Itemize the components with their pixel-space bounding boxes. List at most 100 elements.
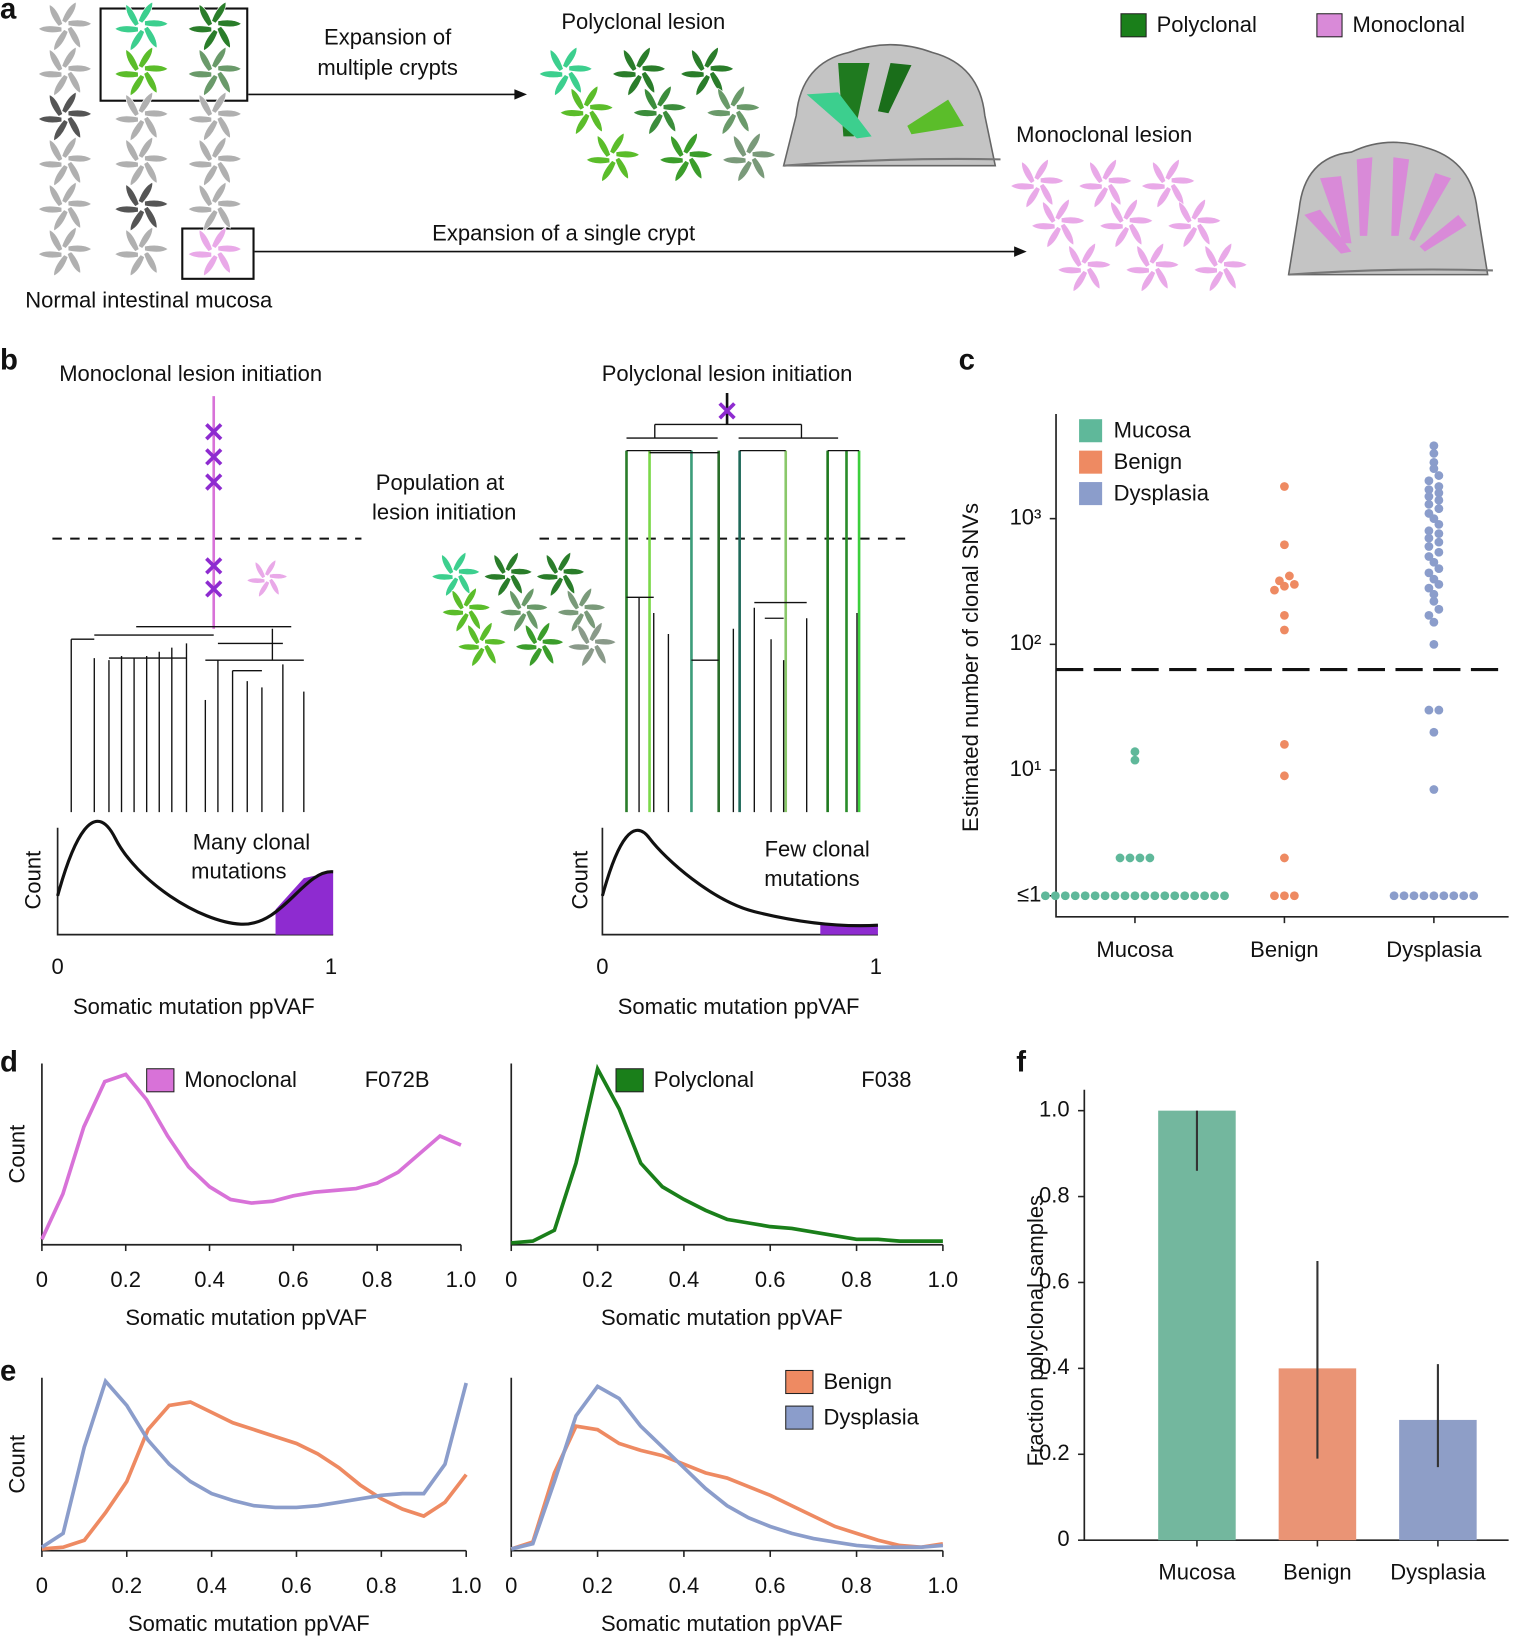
- label: Monoclonal lesion initiation: [59, 361, 322, 386]
- x-tick-label: 0: [36, 1573, 48, 1598]
- crypt-petal: [1068, 245, 1083, 268]
- crypt-petal: [216, 206, 231, 229]
- crypt-petal: [751, 156, 765, 180]
- crypt-petal: [557, 551, 571, 572]
- crypt-center: [730, 106, 737, 114]
- crypt-petal: [563, 568, 586, 576]
- crypt-petal: [526, 603, 549, 611]
- crypt-petal: [1030, 222, 1056, 230]
- point: [1434, 519, 1444, 529]
- crypt-center: [505, 571, 512, 578]
- crypt-petal: [662, 103, 688, 111]
- point: [1424, 542, 1434, 551]
- crypt-icon: [114, 46, 169, 97]
- selection-box: [99, 7, 249, 102]
- y-tick-label: 1.0: [1039, 1096, 1070, 1121]
- label: Expansion of: [324, 25, 452, 50]
- crypt-petal: [1155, 260, 1180, 269]
- crypt-petal: [596, 135, 611, 158]
- point: [1429, 891, 1439, 901]
- crypt-icon: [535, 551, 586, 597]
- y-axis-label: Count: [5, 1435, 30, 1494]
- crypt-petal: [514, 643, 538, 651]
- crypt-icon: [483, 551, 533, 597]
- density-curve: [40, 1072, 462, 1241]
- crypt-petal: [144, 199, 169, 208]
- legend-label: Mucosa: [1114, 418, 1192, 443]
- crypt-petal: [53, 74, 69, 97]
- panel-label: c: [959, 343, 975, 376]
- crypt-petal: [217, 199, 242, 208]
- crypt-petal: [1140, 182, 1166, 191]
- point: [1115, 853, 1125, 863]
- crypt-petal: [529, 646, 543, 667]
- crypt-petal: [458, 568, 481, 576]
- tree-branch: [205, 473, 223, 491]
- crypt-center: [61, 203, 69, 210]
- crypt-petal: [504, 551, 519, 572]
- crypt-petal: [632, 109, 658, 117]
- point: [1434, 547, 1444, 557]
- schematic-axes: [56, 827, 334, 936]
- x-tick-label: 0.2: [582, 1573, 613, 1598]
- point: [1459, 891, 1469, 901]
- crypt-petal: [1193, 266, 1218, 274]
- crypt-petal: [445, 576, 459, 597]
- y-tick-label: 0.4: [1039, 1354, 1070, 1379]
- crypt-petal: [455, 612, 470, 633]
- label: Expansion of a single crypt: [432, 221, 695, 246]
- crypt-petal: [578, 587, 592, 608]
- crypt-petal: [1114, 226, 1130, 249]
- point: [1130, 747, 1140, 757]
- crypt-center: [656, 106, 664, 114]
- crypt-petal: [203, 164, 219, 187]
- point: [1050, 891, 1060, 901]
- label: Polyclonal lesion initiation: [602, 361, 853, 386]
- crypt-petal: [457, 643, 480, 651]
- crypt-petal: [114, 205, 139, 214]
- x-tick-label: 0.4: [669, 1573, 700, 1598]
- y-tick-label: 0: [1057, 1526, 1069, 1551]
- crypt-icon: [1030, 198, 1086, 249]
- legend-label: Monoclonal: [184, 1067, 297, 1092]
- y-tick-label: 0.2: [1039, 1440, 1070, 1465]
- crypt-petal: [49, 184, 64, 207]
- crypt-petal: [143, 70, 158, 94]
- crypt-petal: [67, 109, 93, 118]
- crypt-petal: [67, 199, 93, 208]
- y-tick-label: ≤1: [1017, 882, 1041, 907]
- crypt-center: [609, 153, 617, 161]
- y-axis-label: Fraction polyclonal samples: [1023, 1195, 1048, 1466]
- crypt-petal: [467, 624, 481, 645]
- crypt-petal: [509, 573, 523, 595]
- crypt-petal: [484, 638, 507, 646]
- y-tick-label: 10³: [1010, 504, 1042, 529]
- crypt-petal: [1167, 222, 1192, 230]
- crypt-petal: [114, 250, 139, 259]
- label: Polyclonal lesion: [561, 9, 725, 34]
- crypt-petal: [568, 64, 593, 73]
- density-curve: [511, 1063, 943, 1245]
- point: [1140, 891, 1150, 901]
- point: [1434, 495, 1444, 505]
- crypt-icon: [585, 132, 641, 183]
- schematic-curve: [56, 819, 334, 926]
- crypt-center: [211, 68, 219, 75]
- crypt-petal: [216, 70, 231, 94]
- crypt-icon: [1009, 158, 1065, 209]
- crypt-center: [61, 23, 69, 30]
- crypt-petal: [49, 49, 64, 72]
- crypt-icon: [187, 46, 242, 97]
- crypt-petal: [217, 109, 242, 118]
- bar: [1158, 1110, 1236, 1541]
- crypt-petal: [66, 206, 81, 229]
- crypt-icon: [37, 91, 93, 142]
- legend-swatch: [1079, 419, 1103, 443]
- crypt-petal: [615, 150, 641, 159]
- crypt-petal: [129, 74, 145, 97]
- crypt-petal: [499, 609, 522, 616]
- panel-label: b: [0, 343, 18, 376]
- label: Population at: [376, 470, 504, 495]
- y-tick-label: 0.8: [1039, 1182, 1070, 1207]
